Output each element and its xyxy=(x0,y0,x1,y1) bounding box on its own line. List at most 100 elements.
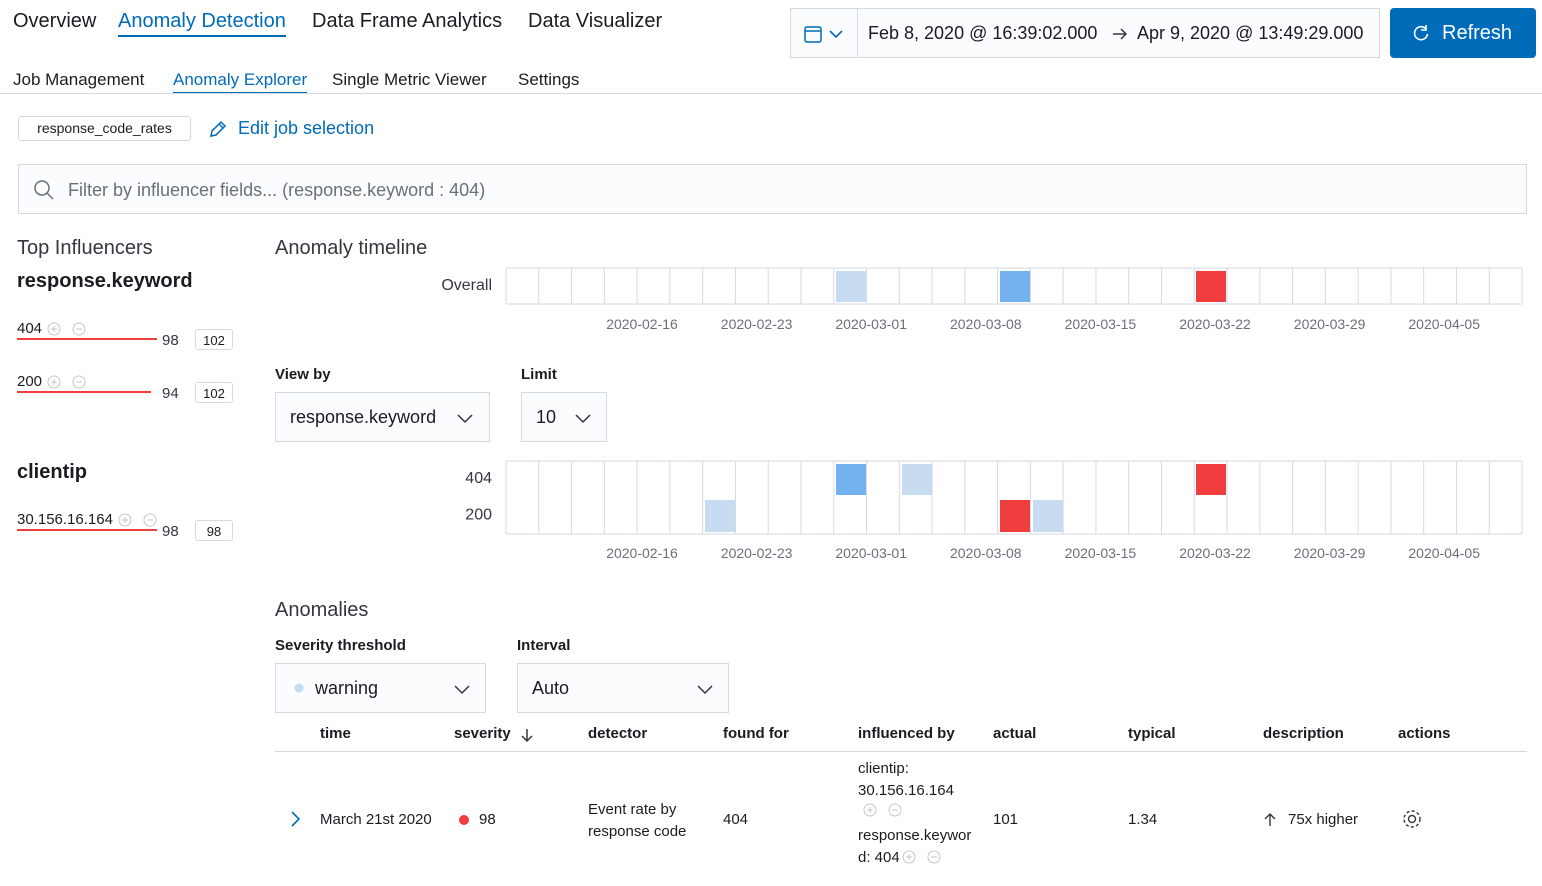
anomaly-cell[interactable] xyxy=(836,464,866,495)
chevron xyxy=(454,685,470,695)
column-header: typical xyxy=(1128,725,1176,742)
anomaly-cell[interactable] xyxy=(1033,500,1063,532)
interval-select[interactable]: Auto xyxy=(517,663,729,713)
label: Interval xyxy=(517,637,571,654)
search-icon xyxy=(34,180,54,200)
date-label: 2020-03-08 xyxy=(950,316,1022,332)
date-label: 2020-03-08 xyxy=(950,545,1022,561)
subnav-tab[interactable]: Single Metric Viewer xyxy=(332,70,487,89)
influencer-value[interactable]: 200 xyxy=(17,373,43,390)
anomaly-cell[interactable] xyxy=(902,464,932,495)
view-by-select[interactable]: response.keyword xyxy=(275,392,490,442)
start-date[interactable]: Feb 8, 2020 @ 16:39:02.000 xyxy=(868,23,1098,43)
influencer-field: response.keyword xyxy=(17,270,193,292)
section-title: Top Influencers xyxy=(17,237,153,259)
limit-select[interactable]: 10 xyxy=(521,392,607,442)
influencer-field: clientip xyxy=(17,461,88,483)
table-divider xyxy=(275,751,1527,752)
filter-icons[interactable] xyxy=(46,374,92,390)
column-header: actual xyxy=(993,725,1037,742)
severity-select[interactable]: warning xyxy=(275,663,486,713)
date-label: 2020-03-22 xyxy=(1179,545,1251,561)
label: Limit xyxy=(521,366,557,383)
lane-label: 200 xyxy=(465,507,492,524)
chevron xyxy=(457,414,473,424)
severity-dot xyxy=(459,815,469,825)
column-header: influenced by xyxy=(858,725,955,742)
influencer-value[interactable]: 30.156.16.164 xyxy=(17,511,113,528)
label: View by xyxy=(275,366,331,383)
cell-time: March 21st 2020 xyxy=(320,811,432,828)
sort-arrow xyxy=(521,729,533,743)
chevron xyxy=(575,414,591,424)
edit-job-link[interactable]: Edit job selection xyxy=(238,118,375,138)
date-label: 2020-04-05 xyxy=(1408,545,1480,561)
divider xyxy=(0,93,1542,94)
edit-icon xyxy=(210,120,227,137)
date-label: 2020-02-16 xyxy=(606,316,678,332)
anomaly-cell[interactable] xyxy=(1196,271,1226,302)
date-label: 2020-03-15 xyxy=(1065,316,1137,332)
score-bar xyxy=(17,391,152,393)
actions-gear[interactable] xyxy=(1401,808,1423,830)
anomaly-cell[interactable] xyxy=(1196,464,1226,495)
end-date[interactable]: Apr 9, 2020 @ 13:49:29.000 xyxy=(1137,23,1364,43)
view-by-label: View by xyxy=(275,366,331,384)
column-header: time xyxy=(320,725,351,742)
lane-label: 404 xyxy=(465,470,492,487)
date-label: 2020-03-29 xyxy=(1294,316,1366,332)
severity-dot xyxy=(294,683,304,693)
filter-placeholder: Filter by influencer fields... (response… xyxy=(68,180,486,200)
column-header: detector xyxy=(588,725,648,742)
column-header[interactable]: severity xyxy=(454,725,511,742)
date-label: 2020-02-16 xyxy=(606,545,678,561)
grid xyxy=(505,267,1523,535)
filter-icons[interactable] xyxy=(46,321,92,337)
anomaly-cell[interactable] xyxy=(1000,271,1030,302)
job-badge: response_code_rates xyxy=(18,116,191,141)
anomaly-cell[interactable] xyxy=(1000,500,1030,532)
arrow-icon xyxy=(1113,28,1128,40)
influencer: clientip: 30.156.16.164 xyxy=(858,760,954,799)
filter-icons[interactable] xyxy=(117,512,163,528)
label: Severity threshold xyxy=(275,637,406,654)
select-value: response.keyword xyxy=(290,407,437,427)
refresh-button[interactable]: Refresh xyxy=(1390,8,1536,58)
filter-icons[interactable] xyxy=(858,802,908,818)
column-header: actions xyxy=(1398,725,1451,742)
score-bar xyxy=(17,529,158,531)
select-value: warning xyxy=(315,678,379,698)
nav-tab[interactable]: Overview xyxy=(13,10,97,32)
anomaly-cell[interactable] xyxy=(836,271,866,302)
filter-bar[interactable]: Filter by influencer fields... (response… xyxy=(18,164,1527,214)
influencer: response.keyword: 404 xyxy=(858,825,983,869)
subnav-tab[interactable]: Job Management xyxy=(13,70,145,89)
nav-tab[interactable]: Data Visualizer xyxy=(528,10,663,32)
nav-tab[interactable]: Anomaly Detection xyxy=(118,10,286,37)
section-title: Anomaly timeline xyxy=(275,237,428,259)
date-label: 2020-03-15 xyxy=(1065,545,1137,561)
date-label: 2020-02-23 xyxy=(721,545,793,561)
date-label: 2020-03-01 xyxy=(835,316,907,332)
expand-chevron[interactable] xyxy=(286,810,304,828)
limit-label: Limit xyxy=(521,366,557,384)
subnav-tab[interactable]: Settings xyxy=(518,70,580,89)
chevron xyxy=(697,685,713,695)
total-badge: 98 xyxy=(195,520,233,541)
nav-tab[interactable]: Data Frame Analytics xyxy=(312,10,503,32)
filter-icons[interactable] xyxy=(900,850,950,864)
refresh-label: Refresh xyxy=(1442,22,1513,44)
score-label: 98 xyxy=(162,332,179,349)
score-bar xyxy=(17,338,158,340)
up-arrow xyxy=(1264,813,1276,826)
influencer-value[interactable]: 404 xyxy=(17,320,43,337)
cell-detector: Event rate by response code xyxy=(588,801,687,840)
anomaly-cell[interactable] xyxy=(705,500,735,532)
date-label: 2020-03-29 xyxy=(1294,545,1366,561)
date-label: 2020-03-01 xyxy=(835,545,907,561)
quick-menu[interactable] xyxy=(791,9,858,57)
total-badge: 102 xyxy=(195,382,233,403)
column-header: found for xyxy=(723,725,789,742)
date-label: 2020-02-23 xyxy=(721,316,793,332)
